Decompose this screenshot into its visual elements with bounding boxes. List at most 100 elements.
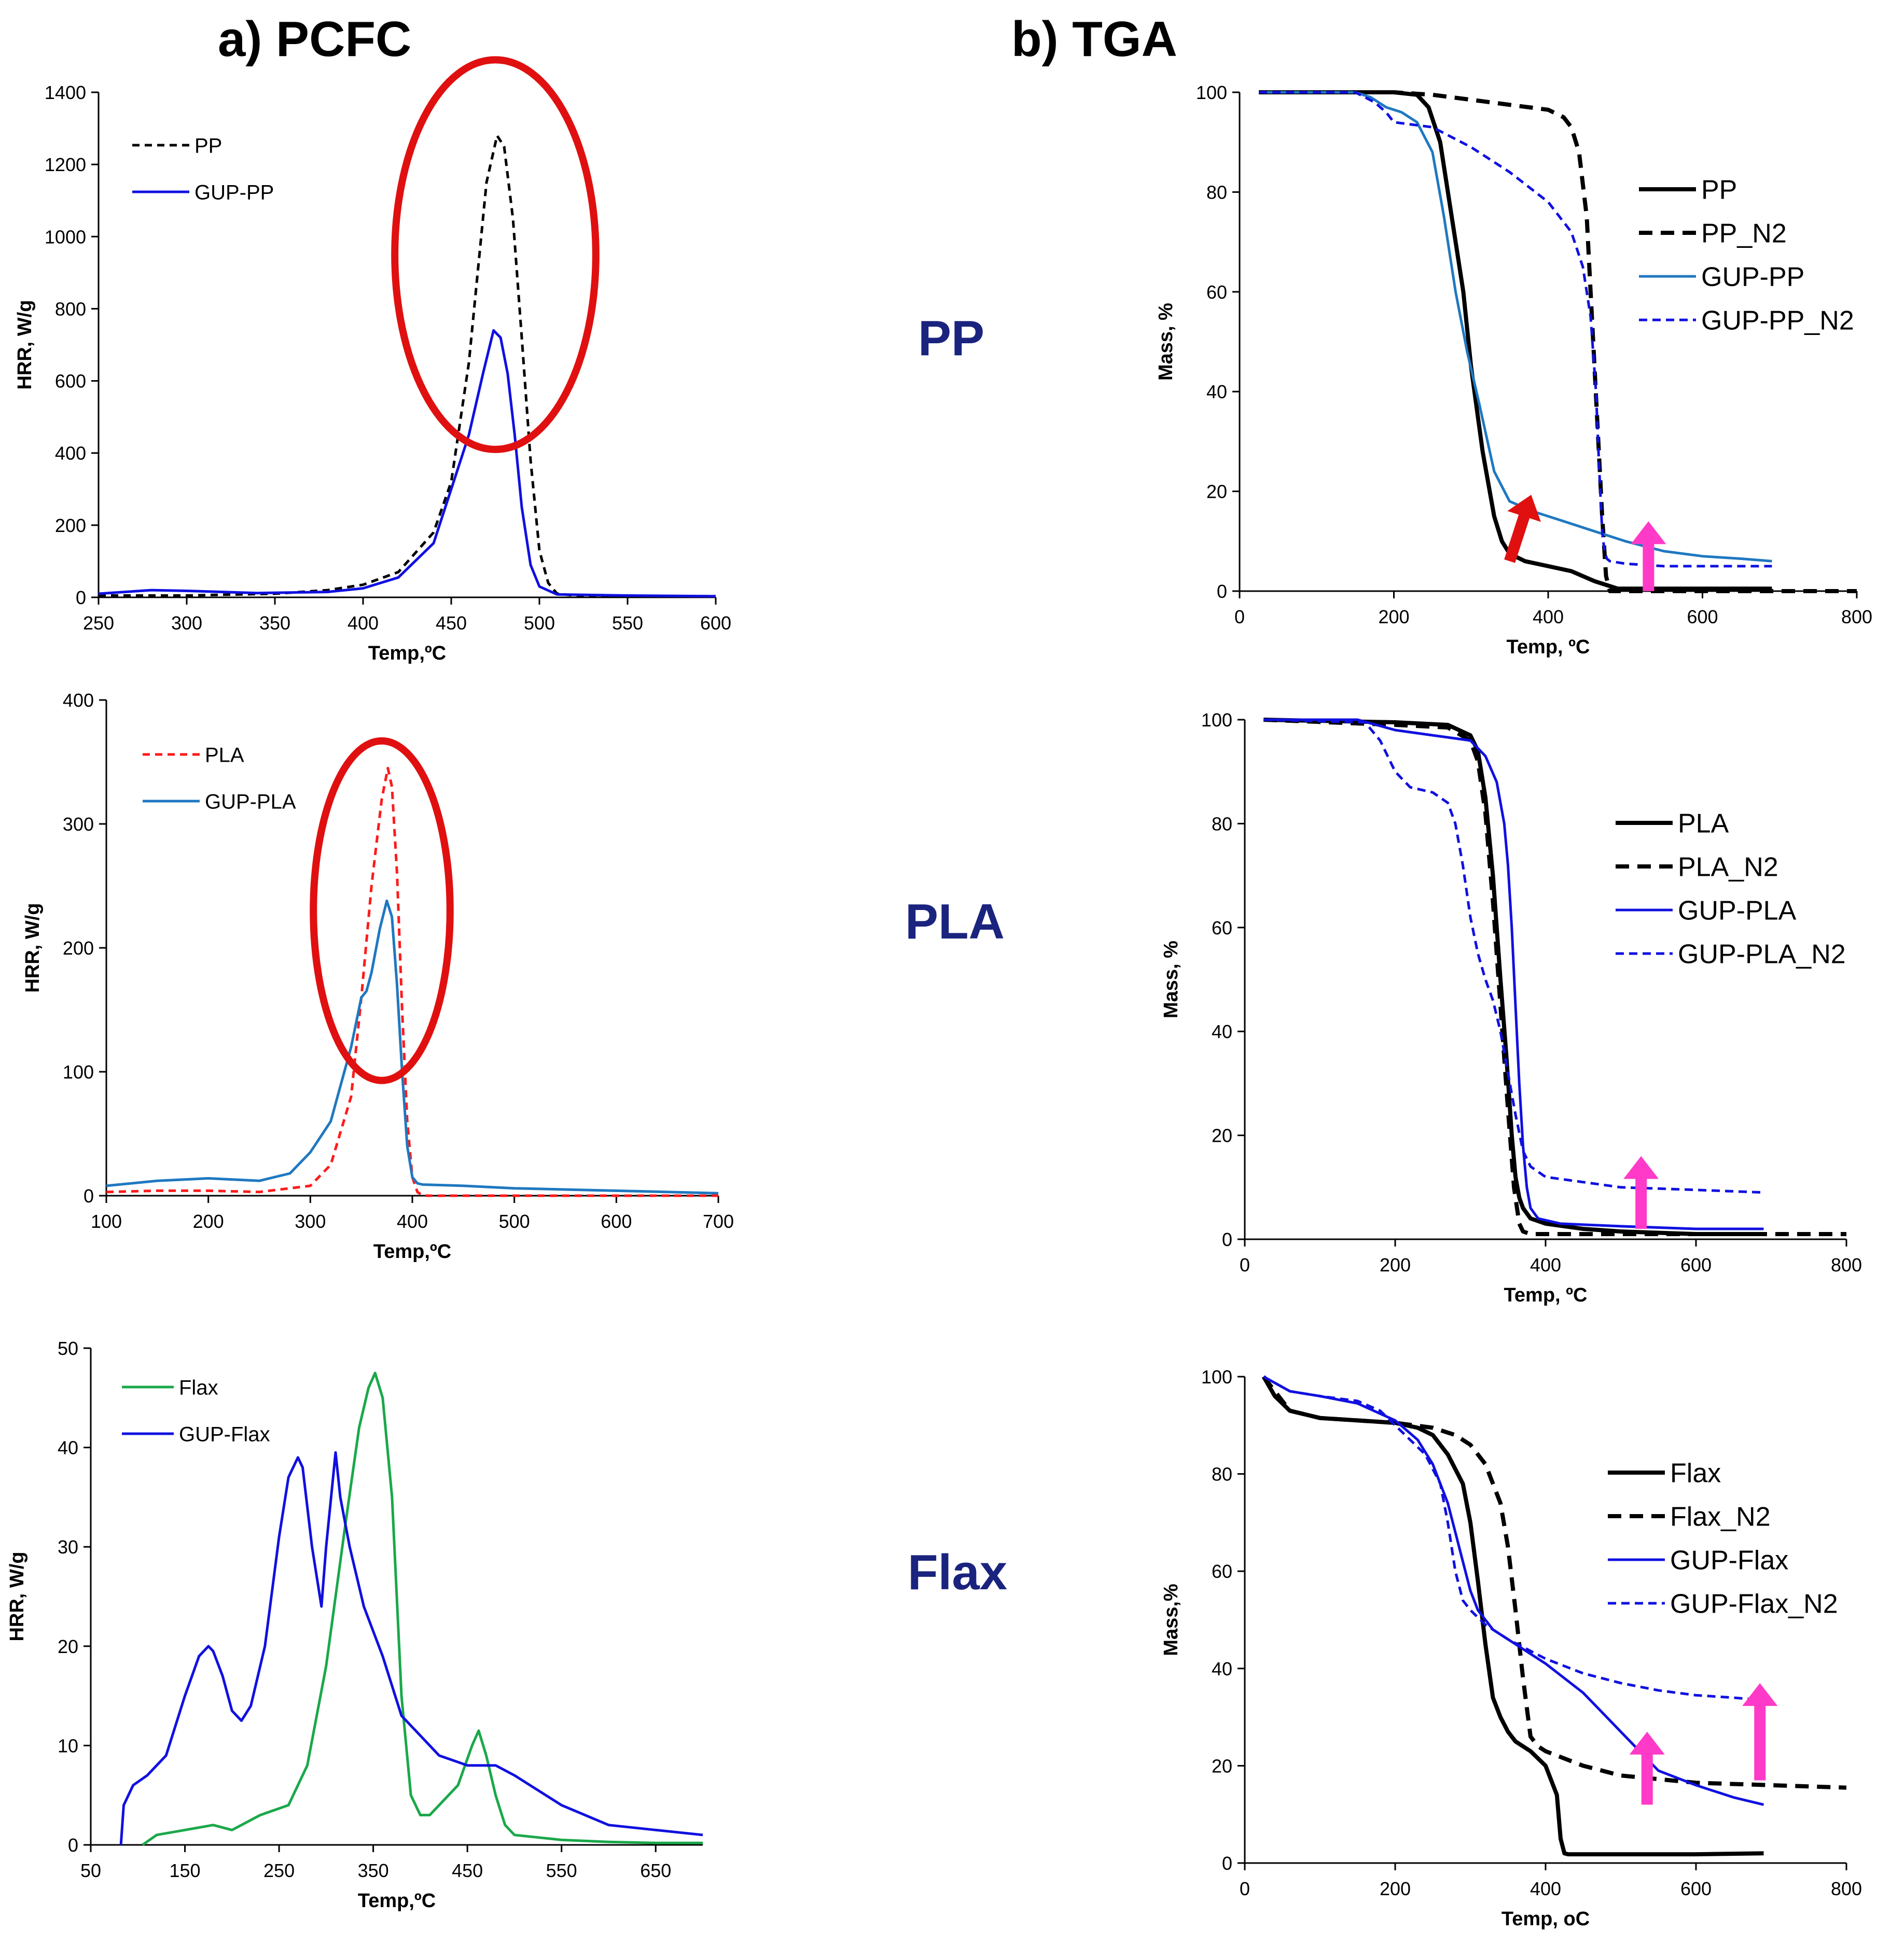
- chart-pcfc_flax: 50 150 250 350 450 550 650 0 10 20 30 40 50 Temp,ºC HR…: [6, 1338, 703, 1912]
- chart-tga_flax: 0 200 400 600 800 0 20 40 60 80 100 Temp, oC Mass,% F…: [1160, 1366, 1862, 1930]
- y-tick-label: 1400: [45, 82, 86, 103]
- x-tick-label: 300: [171, 612, 202, 634]
- legend-label: GUP-PLA_N2: [1678, 940, 1846, 970]
- x-tick-label: 100: [91, 1211, 122, 1232]
- legend-label: PLA_N2: [1678, 852, 1778, 883]
- highlight-ellipse: [310, 737, 454, 1084]
- y-tick-label: 10: [58, 1735, 78, 1756]
- arrow-head: [1623, 1156, 1659, 1179]
- x-tick-label: 150: [169, 1860, 200, 1881]
- annotation-arrow: [1629, 1731, 1665, 1805]
- legend-label: GUP-Flax: [179, 1423, 270, 1446]
- x-tick-label: 0: [1234, 606, 1245, 627]
- x-tick-label: 450: [452, 1860, 483, 1881]
- legend-label: GUP-PP: [194, 181, 274, 204]
- legend-label: GUP-Flax_N2: [1670, 1589, 1838, 1619]
- series-line-pp: [1259, 90, 1772, 591]
- x-tick-label: 550: [546, 1860, 577, 1881]
- legend-label: GUP-PP_N2: [1701, 306, 1854, 336]
- y-axis-label: Mass, %: [1155, 303, 1177, 381]
- y-tick-label: 400: [55, 443, 86, 464]
- y-axis-label: HRR, W/g: [14, 300, 36, 389]
- y-tick-label: 80: [1212, 813, 1232, 834]
- y-tick-label: 400: [63, 690, 94, 711]
- annotation-arrow: [1504, 495, 1541, 563]
- legend-label: Flax_N2: [1670, 1502, 1771, 1532]
- legend-label: PP: [194, 134, 222, 157]
- row-label-pla: PLA: [905, 894, 1005, 949]
- y-tick-label: 0: [1222, 1229, 1232, 1250]
- x-tick-label: 350: [358, 1860, 389, 1881]
- x-tick-label: 400: [397, 1211, 428, 1232]
- arrow-head: [1507, 495, 1541, 522]
- y-tick-label: 30: [58, 1536, 78, 1558]
- y-axis-label: Mass, %: [1160, 941, 1182, 1018]
- x-tick-label: 700: [703, 1211, 734, 1232]
- x-tick-label: 800: [1841, 606, 1872, 627]
- series-line-gup-pla: [106, 899, 719, 1195]
- x-tick-label: 800: [1831, 1878, 1862, 1899]
- chart-tga_pp: 0 200 400 600 800 0 20 40 60 80 100 Temp, ºC Mass, %…: [1155, 82, 1872, 658]
- arrow-head: [1742, 1683, 1778, 1706]
- row-label-pp: PP: [918, 311, 984, 366]
- x-tick-label: 600: [601, 1211, 632, 1232]
- series-line-gup-pla: [1263, 718, 1764, 1230]
- y-axis-label: HRR, W/g: [22, 903, 44, 992]
- series-line-gup-flax_n2: [1263, 1375, 1764, 1702]
- y-tick-label: 80: [1206, 181, 1227, 203]
- x-tick-label: 300: [295, 1211, 326, 1232]
- y-tick-label: 1200: [45, 154, 86, 175]
- y-tick-label: 20: [1212, 1755, 1232, 1776]
- row-label-flax: Flax: [908, 1545, 1007, 1600]
- series-line-gup-pla_n2: [1263, 718, 1764, 1194]
- series-line-pla_n2: [1263, 718, 1846, 1236]
- legend-label: PLA: [1678, 809, 1729, 839]
- x-tick-label: 200: [1380, 1254, 1411, 1276]
- series-line-gup-pp_n2: [1259, 91, 1772, 568]
- y-tick-label: 0: [68, 1835, 78, 1856]
- legend-label: Flax: [179, 1376, 218, 1399]
- arrow-head: [1629, 1731, 1665, 1755]
- series-line-flax: [1261, 1375, 1764, 1857]
- chart-pcfc_pp: 250 300 350 400 450 500 550 600 0 200 400 600 800 100…: [14, 56, 731, 664]
- chart-pcfc_pla: 100 200 300 400 500 600 700 0 100 200 300 400 Temp,º…: [22, 690, 734, 1263]
- x-tick-label: 500: [524, 612, 555, 634]
- y-tick-label: 60: [1212, 1561, 1232, 1582]
- y-tick-label: 20: [1212, 1125, 1232, 1146]
- y-tick-label: 100: [1201, 1366, 1232, 1388]
- x-tick-label: 200: [193, 1211, 224, 1232]
- y-tick-label: 40: [58, 1437, 78, 1459]
- y-tick-label: 20: [58, 1636, 78, 1657]
- arrow-shaft: [1754, 1703, 1766, 1781]
- x-tick-label: 400: [1530, 1254, 1561, 1276]
- annotation-arrow: [1742, 1683, 1778, 1781]
- y-tick-label: 20: [1206, 481, 1227, 502]
- highlight-ellipse: [391, 56, 600, 453]
- arrow-shaft: [1643, 542, 1654, 591]
- y-tick-label: 300: [63, 814, 94, 835]
- x-tick-label: 200: [1378, 606, 1409, 627]
- y-tick-label: 0: [1217, 581, 1227, 602]
- y-tick-label: 100: [63, 1061, 94, 1083]
- y-tick-label: 200: [63, 937, 94, 959]
- x-tick-label: 0: [1240, 1878, 1250, 1899]
- y-tick-label: 0: [1222, 1853, 1232, 1874]
- tga-heading: b) TGA: [1011, 11, 1177, 67]
- y-tick-label: 80: [1212, 1464, 1232, 1485]
- x-axis-label: Temp,ºC: [373, 1241, 451, 1263]
- legend-label: GUP-Flax: [1670, 1546, 1788, 1576]
- legend-label: PP: [1701, 175, 1737, 205]
- x-axis-label: Temp,ºC: [368, 642, 446, 664]
- x-tick-label: 650: [640, 1860, 671, 1881]
- x-tick-label: 800: [1831, 1254, 1862, 1276]
- y-tick-label: 600: [55, 371, 86, 392]
- y-tick-label: 200: [55, 515, 86, 536]
- y-tick-label: 800: [55, 298, 86, 319]
- x-axis-label: Temp,ºC: [358, 1890, 436, 1912]
- x-tick-label: 250: [83, 612, 114, 634]
- x-axis-label: Temp, ºC: [1504, 1284, 1588, 1306]
- arrow-head: [1631, 521, 1666, 544]
- chart-tga_pla: 0 200 400 600 800 0 20 40 60 80 100 Temp, ºC Mass, %…: [1160, 709, 1862, 1306]
- pcfc-heading: a) PCFC: [218, 11, 411, 67]
